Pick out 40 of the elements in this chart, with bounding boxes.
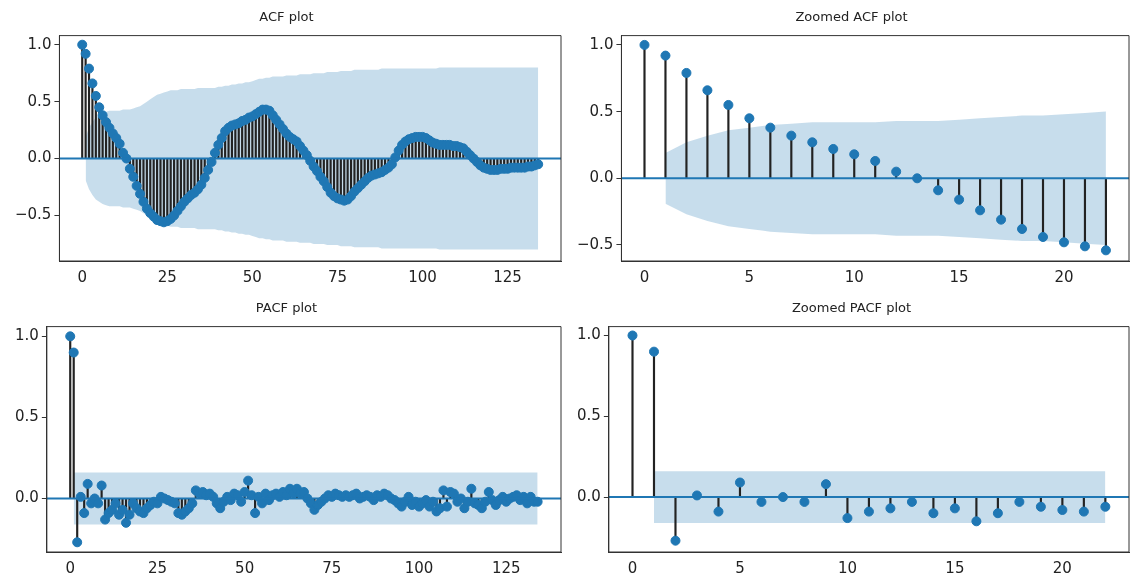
x-tick-label: 25 [157, 267, 177, 286]
y-tick-label: 0.5 [15, 407, 39, 426]
x-tick-label: 15 [949, 267, 969, 286]
x-tick-label: 15 [945, 558, 965, 577]
x-tick-label: 5 [735, 558, 745, 577]
x-tick-label: 20 [1054, 267, 1074, 286]
y-tick-label: 0.0 [15, 488, 39, 507]
chart-title: ACF plot [259, 9, 314, 25]
x-tick-label: 125 [491, 558, 521, 577]
x-tick-label: 0 [65, 558, 75, 577]
x-tick-label: 10 [844, 267, 864, 286]
x-tick-label: 5 [744, 267, 755, 286]
y-tick-label: 0.0 [589, 168, 614, 187]
x-tick-label: 0 [627, 558, 638, 577]
x-tick-label: 25 [147, 558, 167, 577]
x-tick-label: 75 [322, 558, 342, 577]
x-tick-label: 75 [327, 267, 347, 286]
x-tick-label: 50 [242, 267, 262, 286]
x-tick-label: 20 [1052, 558, 1072, 577]
chart-title: Zoomed PACF plot [791, 300, 912, 316]
x-tick-label: 0 [639, 267, 650, 286]
x-tick-label: 10 [837, 558, 857, 577]
y-tick-label: 0.0 [577, 486, 601, 505]
chart-title: PACF plot [255, 300, 318, 316]
x-tick-label: 100 [404, 558, 434, 577]
x-tick-label: 0 [77, 267, 87, 286]
y-tick-label: 0.0 [27, 148, 52, 167]
x-tick-label: 50 [235, 558, 255, 577]
y-tick-label: −0.5 [576, 234, 614, 253]
y-tick-label: 1.0 [15, 326, 39, 345]
chart-title: Zoomed ACF plot [795, 9, 908, 25]
y-tick-label: −0.5 [14, 205, 52, 224]
y-tick-label: 1.0 [589, 34, 614, 53]
x-tick-label: 100 [408, 267, 437, 286]
y-tick-label: 0.5 [27, 91, 52, 110]
y-tick-label: 1.0 [577, 325, 601, 344]
y-tick-label: 1.0 [27, 34, 52, 53]
y-tick-label: 0.5 [577, 406, 601, 425]
x-tick-label: 125 [493, 267, 522, 286]
y-tick-label: 0.5 [589, 101, 614, 120]
